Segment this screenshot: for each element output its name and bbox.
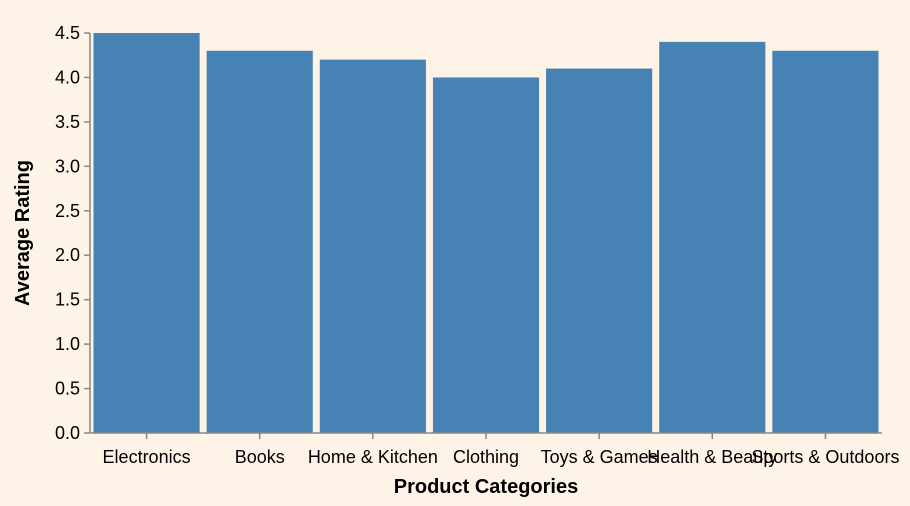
x-tick-label: Electronics — [103, 447, 191, 467]
x-axis: Electronics Books Home & Kitchen Clothing To… — [90, 432, 899, 467]
bar-5 — [659, 41, 766, 434]
y-axis: 0.0 0.5 1.0 1.5 2.0 2.5 3.0 3.5 4.0 4.5 — [55, 23, 91, 443]
bars-group — [93, 33, 879, 434]
x-tick-label: Toys & Games — [541, 447, 658, 467]
y-tick-label: 1.0 — [55, 334, 80, 354]
x-tick-label: Sports & Outdoors — [751, 447, 899, 467]
x-tick-label: Home & Kitchen — [308, 447, 438, 467]
y-tick-label: 0.5 — [55, 379, 80, 399]
bar-1 — [206, 50, 313, 434]
x-tick-label: Books — [235, 447, 285, 467]
y-axis-title: Average Rating — [12, 160, 34, 306]
x-tick-label: Health & Beauty — [647, 447, 777, 467]
y-tick-label: 1.5 — [55, 290, 80, 310]
bar-3 — [432, 77, 540, 433]
y-tick-label: 3.5 — [55, 112, 80, 132]
x-axis-title: Product Categories — [394, 476, 578, 498]
bar-2 — [319, 59, 426, 434]
bar-0 — [93, 33, 200, 433]
x-tick-label: Clothing — [453, 447, 519, 467]
y-tick-label: 3.0 — [55, 156, 80, 176]
y-tick-label: 4.5 — [55, 23, 80, 43]
y-tick-label: 4.0 — [55, 67, 80, 87]
y-tick-label: 2.0 — [55, 245, 80, 265]
y-tick-label: 0.0 — [55, 423, 80, 443]
bar-4 — [546, 68, 653, 434]
y-tick-label: 2.5 — [55, 201, 80, 221]
bar-6 — [772, 50, 879, 434]
